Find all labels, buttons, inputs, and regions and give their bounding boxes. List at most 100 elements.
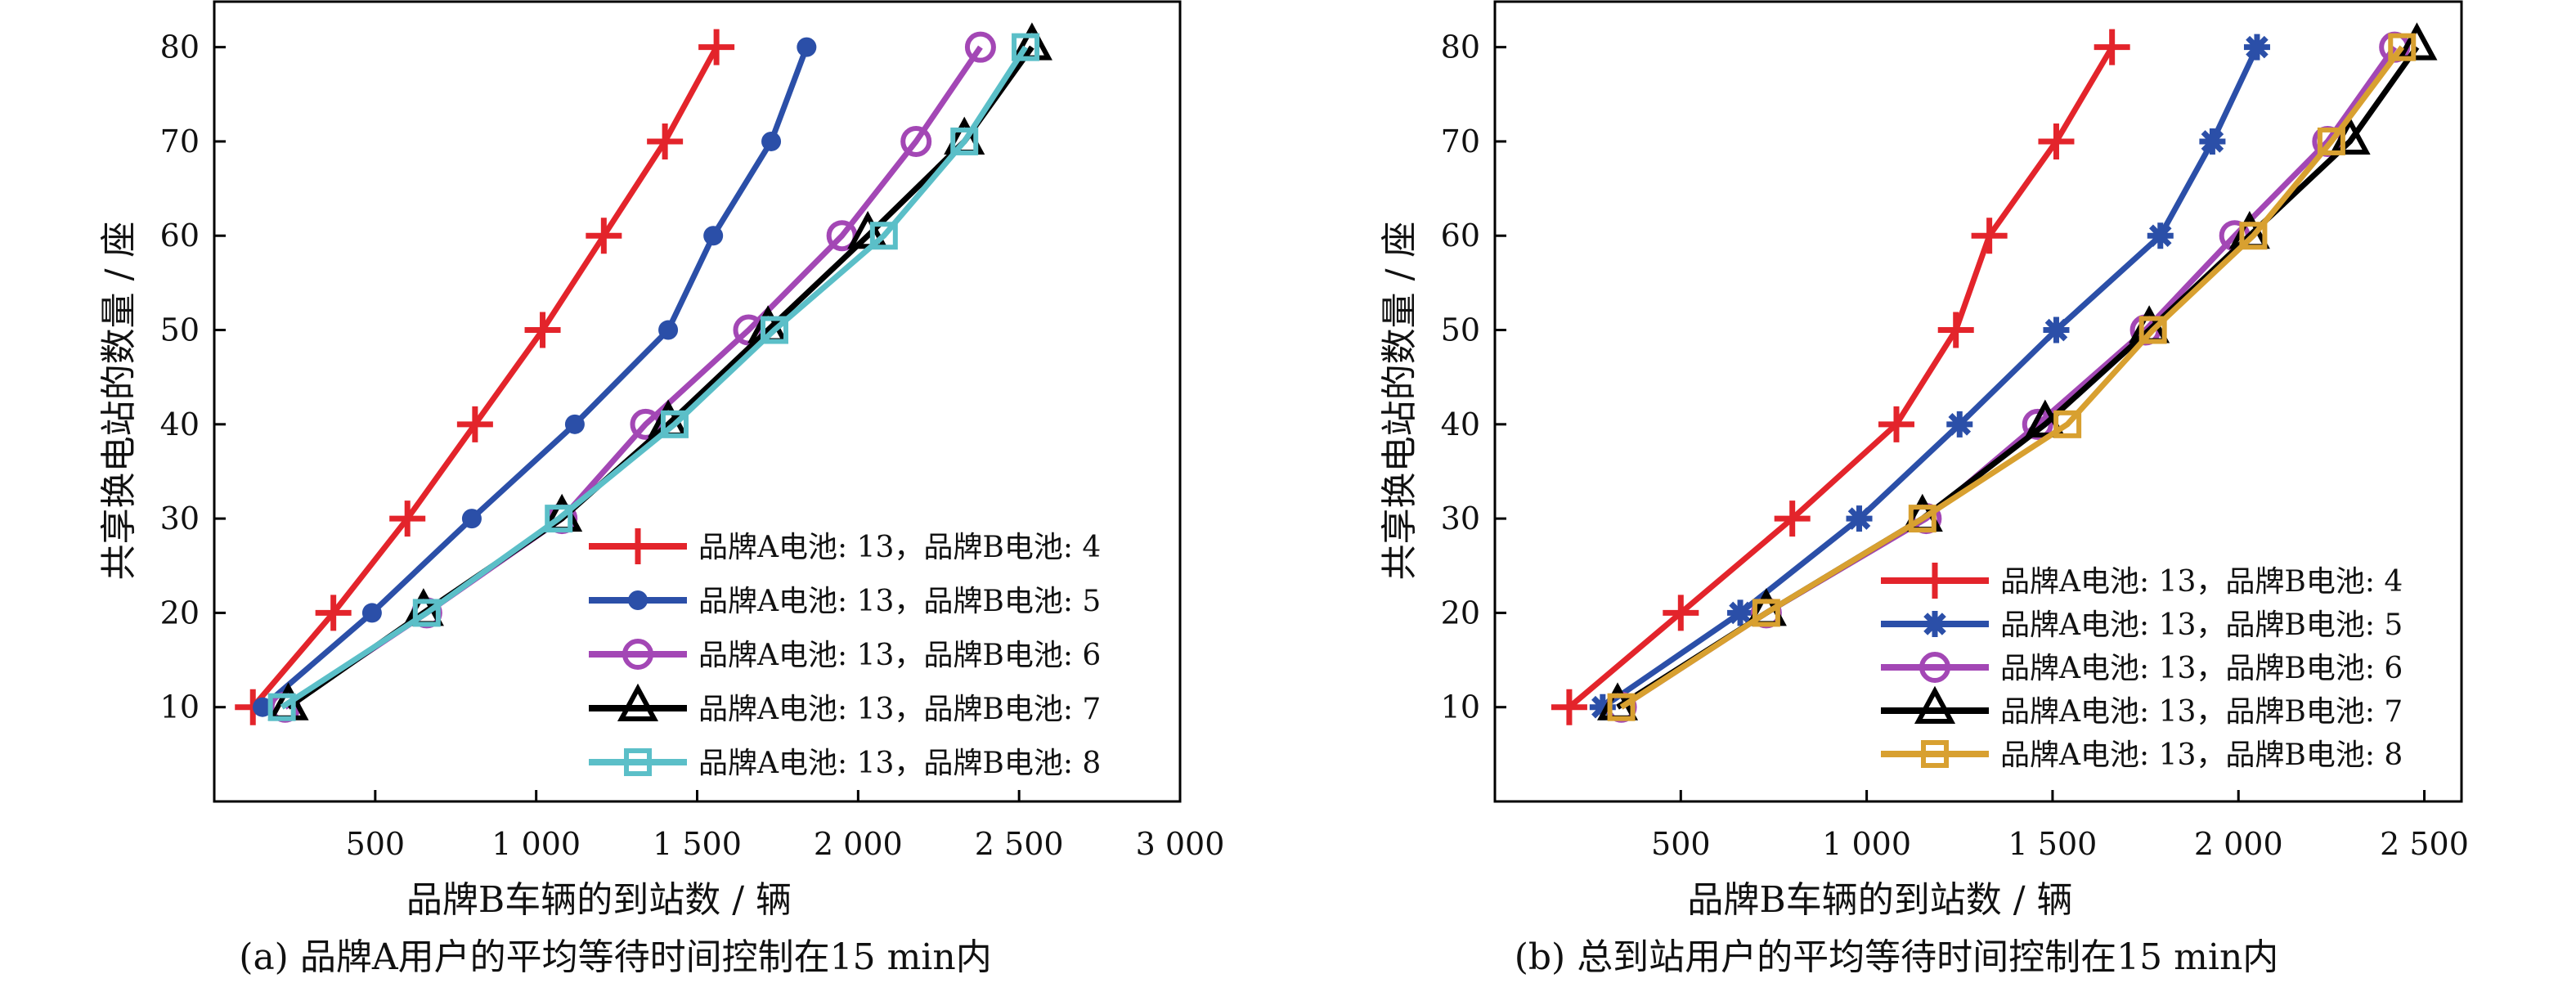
- data-point: [253, 697, 273, 717]
- data-point: [658, 320, 679, 340]
- x-tick-label: 2 000: [2194, 826, 2283, 862]
- chart-0: 500 1 000 1 500 2 000 2 500 3 000 10 20 30 40 50 60…: [98, 0, 1225, 978]
- legend-label: 品牌A电池: 13，品牌B电池: 5: [698, 585, 1101, 618]
- y-tick-label: 70: [160, 123, 200, 159]
- x-tick-label: 1 000: [491, 826, 581, 862]
- data-point: [1846, 505, 1873, 532]
- data-point: [1937, 312, 1974, 348]
- series-0: [235, 29, 735, 725]
- data-point: [361, 603, 382, 623]
- data-point: [2024, 399, 2066, 438]
- y-tick-label: 20: [1441, 595, 1480, 631]
- x-tick-label: 1 000: [1822, 826, 1911, 862]
- series-line: [250, 45, 720, 709]
- data-point: [2038, 123, 2075, 159]
- data-point: [1946, 411, 1973, 438]
- data-point: [1607, 693, 1636, 721]
- data-point: [660, 410, 689, 438]
- data-point: [1752, 599, 1780, 627]
- data-point: [1589, 693, 1616, 720]
- y-tick-label: 10: [1441, 689, 1480, 725]
- data-point: [1727, 599, 1754, 626]
- y-tick-label: 60: [1441, 218, 1480, 254]
- legend-label: 品牌A电池: 13，品牌B电池: 5: [2000, 608, 2403, 642]
- data-point: [900, 125, 932, 157]
- x-axis-label: 品牌B车辆的到站数 / 辆: [1687, 879, 2072, 921]
- data-point: [2388, 33, 2417, 61]
- data-point: [389, 500, 426, 537]
- data-point: [1971, 218, 2008, 254]
- data-point: [586, 218, 622, 254]
- data-point: [703, 226, 724, 246]
- data-point: [267, 693, 296, 721]
- series-1: [1589, 34, 2270, 720]
- y-tick-label: 80: [1441, 29, 1480, 65]
- series-line: [1619, 45, 2405, 710]
- data-point: [461, 509, 482, 529]
- legend-label: 品牌A电池: 13，品牌B电池: 4: [2000, 565, 2403, 599]
- legend-marker: [1917, 563, 1953, 599]
- y-tick-label: 60: [160, 218, 200, 254]
- data-point: [698, 29, 735, 65]
- data-point: [1551, 689, 1587, 725]
- series-line: [1600, 46, 2260, 710]
- data-point: [2138, 316, 2167, 344]
- data-point: [2147, 222, 2174, 249]
- series-line: [1567, 45, 2115, 710]
- x-tick-label: 2 500: [2380, 826, 2469, 862]
- legend-marker: [622, 639, 653, 670]
- series-4: [1607, 33, 2417, 721]
- legend-label: 品牌A电池: 13，品牌B电池: 7: [2000, 695, 2403, 729]
- y-tick-label: 30: [160, 500, 200, 536]
- legend-marker: [617, 683, 659, 721]
- legend-marker: [1922, 611, 1948, 637]
- legend: 品牌A电池: 13，品牌B电池: 4 品牌A电池: 13，品牌B电池: 5 品牌A电…: [589, 528, 1101, 780]
- series-0: [1551, 29, 2130, 725]
- chart-1: 500 1 000 1 500 2 000 2 500 10 20 30 40 50 60 70 80 品…: [1379, 0, 2469, 978]
- data-point: [647, 123, 684, 159]
- y-tick-label: 50: [160, 312, 200, 348]
- legend-marker: [628, 590, 648, 610]
- data-point: [1663, 595, 1699, 631]
- data-point: [2094, 29, 2130, 65]
- data-point: [1012, 33, 1040, 61]
- legend-marker: [624, 748, 652, 776]
- legend-marker: [1919, 652, 1950, 683]
- legend-label: 品牌A电池: 13，品牌B电池: 6: [698, 639, 1101, 672]
- data-point: [950, 127, 979, 155]
- x-tick-label: 1 500: [2008, 826, 2098, 862]
- data-point: [2239, 222, 2268, 250]
- y-tick-label: 10: [160, 689, 200, 725]
- y-tick-label: 50: [1441, 312, 1480, 348]
- legend-label: 品牌A电池: 13，品牌B电池: 7: [698, 693, 1101, 726]
- series-4: [267, 33, 1040, 721]
- data-point: [1774, 500, 1811, 537]
- data-point: [2199, 128, 2226, 155]
- x-tick-label: 3 000: [1136, 826, 1225, 862]
- legend-label: 品牌A电池: 13，品牌B电池: 8: [698, 747, 1101, 780]
- data-point: [2396, 22, 2438, 61]
- y-tick-label: 40: [1441, 406, 1480, 442]
- plot-frame: [1493, 0, 2463, 803]
- data-point: [524, 312, 561, 348]
- y-axis-label: 共享换电站的数量 / 座: [1379, 222, 1420, 581]
- data-point: [797, 37, 817, 57]
- y-tick-label: 70: [1441, 123, 1480, 159]
- data-point: [545, 505, 573, 533]
- x-tick-label: 500: [346, 826, 406, 862]
- data-point: [2317, 127, 2345, 155]
- data-point: [964, 31, 996, 63]
- x-axis-label: 品牌B车辆的到站数 / 辆: [406, 879, 792, 921]
- data-point: [1908, 505, 1936, 533]
- legend-marker: [1921, 740, 1949, 768]
- chart-caption: (b) 总到站用户的平均等待时间控制在15 min内: [1515, 936, 2279, 978]
- x-tick-label: 2 000: [814, 826, 903, 862]
- series-1: [253, 37, 817, 717]
- y-tick-label: 40: [160, 406, 200, 442]
- x-tick-label: 1 500: [653, 826, 742, 862]
- data-point: [2053, 410, 2082, 438]
- data-point: [760, 316, 788, 344]
- y-tick-label: 20: [160, 595, 200, 631]
- data-point: [412, 599, 441, 627]
- y-tick-label: 30: [1441, 500, 1480, 536]
